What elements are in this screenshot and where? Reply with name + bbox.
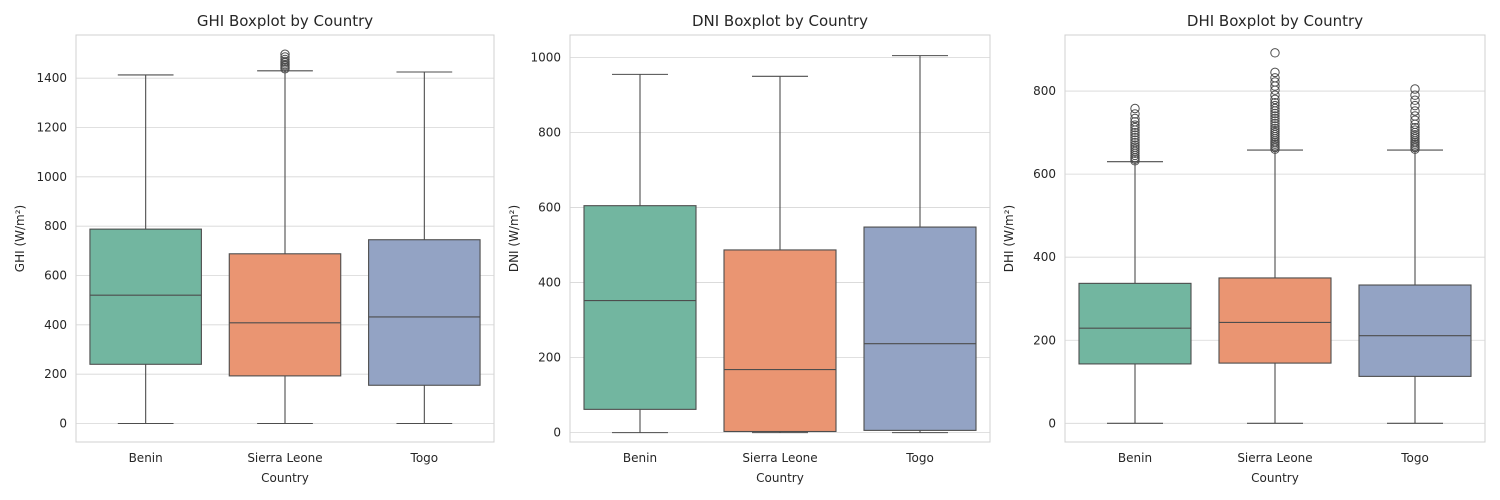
- y-tick-label: 800: [538, 126, 561, 140]
- y-tick-label: 200: [1033, 333, 1056, 347]
- outlier-point: [1130, 135, 1140, 145]
- outlier-point: [1130, 130, 1140, 140]
- x-tick-label: Benin: [129, 451, 163, 465]
- outlier-point: [1270, 123, 1280, 134]
- outlier-point: [1130, 140, 1140, 150]
- outlier-point: [280, 49, 290, 59]
- y-tick-label: 0: [553, 426, 561, 440]
- outlier-point: [1410, 125, 1420, 135]
- outlier-point: [1410, 95, 1420, 105]
- chart-title: DNI Boxplot by Country: [692, 12, 868, 30]
- iqr-box: [863, 226, 977, 431]
- outlier-point: [1270, 121, 1280, 131]
- x-tick-label: Sierra Leone: [742, 451, 817, 465]
- y-axis-label: DNI (W/m²): [507, 205, 521, 272]
- iqr-box: [89, 228, 202, 365]
- box-sierra-leone: [228, 49, 342, 425]
- outlier-point: [280, 52, 290, 62]
- outlier-point: [1270, 48, 1280, 58]
- outlier-point: [1130, 132, 1140, 143]
- outlier-point: [280, 54, 290, 65]
- outlier-point: [1270, 90, 1280, 100]
- chart-title: GHI Boxplot by Country: [197, 12, 373, 30]
- x-tick-label: Sierra Leone: [1237, 451, 1312, 465]
- x-tick-label: Sierra Leone: [247, 451, 322, 465]
- x-tick-label: Benin: [1118, 451, 1152, 465]
- y-tick-label: 200: [44, 367, 67, 381]
- y-tick-label: 1000: [530, 51, 561, 65]
- y-tick-label: 800: [44, 219, 67, 233]
- outlier-point: [1130, 137, 1140, 148]
- y-tick-label: 1200: [36, 121, 67, 135]
- iqr-box: [723, 249, 837, 433]
- box-benin: [583, 73, 697, 434]
- outlier-point: [1130, 117, 1140, 127]
- chart-panel-3: 0 200 400 600 800 Benin Sierra Leone Togo DHI Bo…: [1002, 12, 1486, 485]
- outlier-point: [1270, 111, 1280, 121]
- box-togo: [368, 71, 481, 425]
- y-axis-label: DHI (W/m²): [1002, 205, 1016, 272]
- outlier-point: [1130, 113, 1140, 124]
- outlier-point: [1130, 103, 1140, 114]
- iqr-box: [1358, 284, 1472, 377]
- outlier-point: [1270, 116, 1280, 126]
- y-tick-label: 600: [538, 201, 561, 215]
- y-tick-label: 200: [538, 351, 561, 365]
- outlier-point: [1270, 77, 1280, 87]
- y-tick-label: 0: [59, 417, 67, 431]
- y-axis-label: GHI (W/m²): [13, 205, 27, 272]
- y-tick-label: 600: [1033, 167, 1056, 181]
- box-benin: [89, 74, 202, 425]
- x-axis-label: Country: [1251, 471, 1299, 485]
- y-tick-label: 1400: [36, 71, 67, 85]
- outlier-point: [1410, 106, 1420, 116]
- y-tick-label: 800: [1033, 84, 1056, 98]
- outlier-point: [1130, 109, 1140, 119]
- x-axis-label: Country: [261, 471, 309, 485]
- outlier-point: [1270, 108, 1280, 119]
- outlier-point: [1270, 103, 1280, 114]
- x-tick-label: Togo: [1400, 451, 1429, 465]
- chart-panel-1: 0 200 400 600 800 1000 1200 1400 Benin Sierra Leo…: [13, 12, 495, 485]
- x-tick-label: Benin: [623, 451, 657, 465]
- outlier-point: [1410, 115, 1420, 125]
- chart-panel-2: 0 200 400 600 800 1000 Benin Sierra Leone Togo DN…: [507, 12, 991, 485]
- iqr-box: [228, 253, 342, 377]
- outlier-point: [1410, 122, 1420, 133]
- box-sierra-leone: [723, 75, 837, 434]
- outlier-point: [1270, 100, 1280, 111]
- box-togo: [1358, 84, 1472, 424]
- y-tick-label: 600: [44, 269, 67, 283]
- x-axis-label: Country: [756, 471, 804, 485]
- box-benin: [1078, 103, 1192, 424]
- x-tick-label: Togo: [905, 451, 934, 465]
- y-tick-label: 1000: [36, 170, 67, 184]
- outlier-point: [1270, 94, 1280, 105]
- outlier-point: [1410, 100, 1420, 111]
- y-tick-label: 400: [44, 318, 67, 332]
- chart-title: DHI Boxplot by Country: [1187, 12, 1363, 30]
- y-tick-label: 400: [1033, 250, 1056, 264]
- iqr-box: [583, 205, 697, 410]
- iqr-box: [368, 239, 481, 386]
- outlier-point: [1270, 73, 1280, 83]
- outlier-point: [1270, 118, 1280, 129]
- y-tick-label: 0: [1048, 416, 1056, 430]
- outlier-point: [1130, 122, 1140, 133]
- outlier-point: [1270, 97, 1280, 108]
- box-togo: [863, 55, 977, 434]
- outlier-point: [1130, 127, 1140, 138]
- outlier-point: [1410, 90, 1420, 100]
- iqr-box: [1078, 282, 1192, 365]
- outlier-point: [1130, 120, 1140, 130]
- y-tick-label: 400: [538, 276, 561, 290]
- outlier-point: [1410, 111, 1420, 121]
- outlier-point: [1410, 84, 1420, 94]
- x-tick-label: Togo: [410, 451, 439, 465]
- outlier-point: [1270, 113, 1280, 124]
- outlier-point: [1270, 67, 1280, 78]
- iqr-box: [1218, 277, 1332, 364]
- box-sierra-leone: [1218, 48, 1332, 424]
